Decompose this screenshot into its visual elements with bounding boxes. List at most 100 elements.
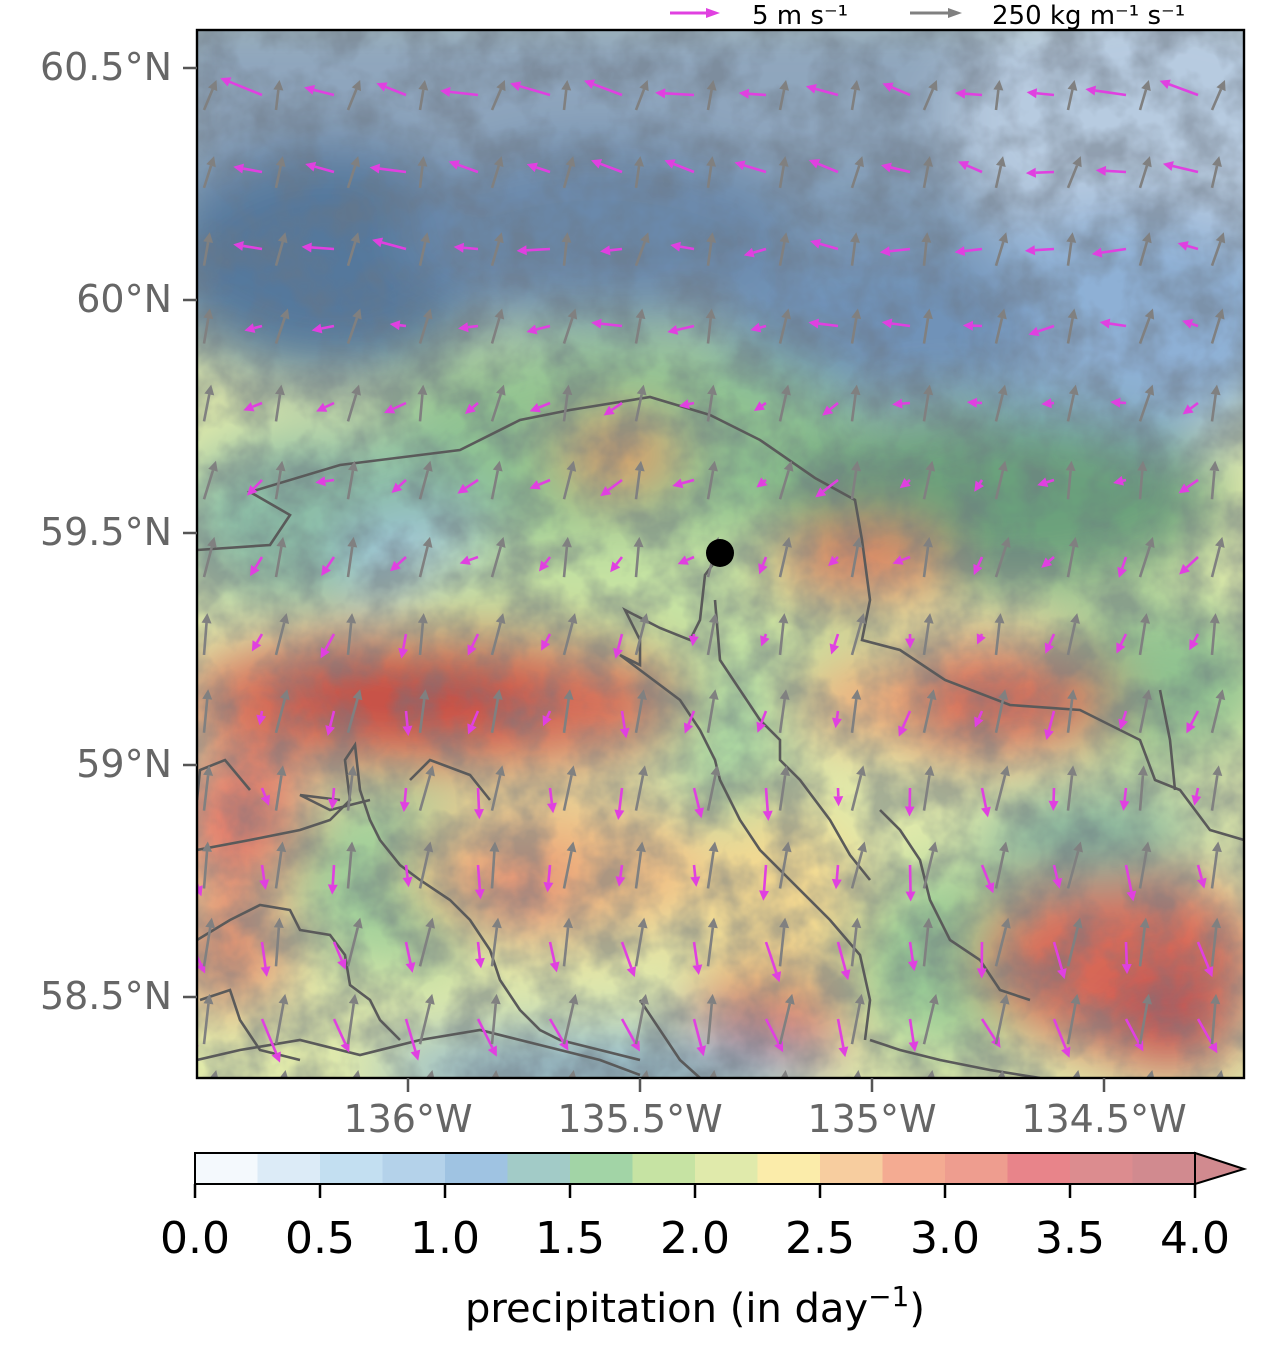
wind-arrow — [766, 1096, 784, 1140]
wind-arrow — [1028, 324, 1055, 337]
wind-arrow — [478, 1096, 499, 1140]
wind-arrow — [156, 164, 190, 174]
ivt-arrow — [1066, 536, 1079, 578]
wind-arrow — [758, 556, 768, 575]
ivt-arrow — [490, 308, 505, 344]
wind-arrow — [973, 556, 984, 576]
wind-arrow — [305, 161, 335, 174]
wind-arrow — [759, 864, 770, 901]
colorbar-label-close: ) — [909, 1286, 925, 1332]
ivt-arrow — [490, 613, 506, 656]
ivt-arrow — [634, 765, 648, 811]
ivt-arrow — [634, 841, 646, 889]
wind-arrow — [458, 322, 479, 333]
ivt-arrow — [706, 689, 719, 733]
ivt-arrow — [346, 613, 357, 656]
lon-label: 135°W — [807, 1097, 936, 1141]
ivt-arrow — [778, 993, 795, 1045]
wind-arrow — [677, 555, 695, 565]
colorbar-cell — [1132, 1153, 1196, 1184]
ivt-arrow — [1072, 1069, 1081, 1078]
ivt-arrow — [634, 993, 649, 1045]
ivt-arrow — [418, 765, 435, 811]
ivt-arrow — [1209, 460, 1220, 500]
ivt-arrow — [634, 232, 650, 267]
wind-arrow — [908, 1018, 919, 1052]
ivt-arrow — [1138, 308, 1155, 344]
wind-arrow — [976, 941, 987, 979]
wind-arrow — [1024, 245, 1055, 256]
ivt-arrow — [1138, 993, 1153, 1045]
ivt-arrow — [1210, 80, 1226, 111]
wind-arrow — [670, 241, 695, 252]
wind-arrow — [879, 246, 911, 257]
ivt-key-arrow-head — [948, 8, 962, 18]
ivt-arrow — [1137, 765, 1148, 811]
ivt-arrow — [346, 308, 362, 344]
wind-arrow — [762, 787, 773, 822]
colorbar-cell — [757, 1153, 821, 1184]
ivt-arrow — [274, 536, 287, 578]
ivt-arrow — [273, 917, 284, 967]
ivt-arrow — [705, 308, 716, 344]
wind-arrow — [600, 478, 623, 497]
wind-arrow — [690, 864, 701, 887]
ivt-arrow — [994, 232, 1009, 267]
ivt-arrow — [490, 993, 501, 1045]
coastlines — [197, 395, 1244, 1078]
wind-arrow — [260, 1018, 281, 1063]
ivt-arrow — [1138, 384, 1155, 422]
wind-arrow — [260, 941, 271, 977]
map-frame — [195, 28, 1246, 1080]
wind-arrow — [1119, 787, 1130, 811]
ivt-arrow — [778, 613, 789, 656]
ivt-arrow — [562, 841, 577, 889]
wind-arrow — [448, 160, 479, 174]
ivt-arrow — [346, 993, 359, 1045]
wind-arrow — [526, 162, 551, 174]
wind-arrow — [320, 633, 336, 659]
wind-arrow — [808, 159, 839, 174]
ivt-arrow — [778, 308, 792, 344]
wind-arrow — [389, 320, 407, 331]
wind-arrow — [260, 787, 270, 806]
wind-arrow — [898, 710, 912, 737]
ivt-arrow — [778, 536, 792, 578]
ivt-arrow — [418, 689, 430, 733]
wind-arrow — [1162, 161, 1199, 174]
wind-arrow — [464, 402, 479, 415]
ivt-arrow — [1210, 841, 1222, 889]
ivt-arrow — [706, 841, 719, 889]
wind-arrow — [369, 163, 407, 174]
ivt-arrow — [1066, 232, 1077, 266]
wind-arrow — [372, 237, 407, 251]
ivt-arrow — [561, 536, 572, 578]
ivt-arrow — [706, 232, 717, 266]
ivt-arrow — [709, 1069, 718, 1078]
wind-arrow — [828, 555, 839, 567]
wind-arrow — [1110, 397, 1127, 408]
ivt-arrow — [994, 460, 1008, 500]
colorbar-tick-label: 2.5 — [785, 1213, 855, 1264]
wind-arrow — [244, 323, 263, 333]
ivt-arrow — [490, 917, 502, 967]
vector-field — [156, 77, 1226, 1140]
wind-arrow — [688, 633, 699, 647]
ivt-arrow — [562, 460, 577, 500]
wind-arrow — [678, 399, 695, 410]
ivt-arrow — [922, 156, 933, 189]
ivt-arrow — [418, 80, 429, 111]
ivt-arrow — [274, 993, 289, 1045]
wind-arrow — [907, 941, 918, 972]
ivt-arrow — [418, 460, 433, 500]
wind-arrow — [1025, 167, 1055, 178]
wind-arrow — [1116, 633, 1128, 654]
wind-arrow — [831, 710, 842, 729]
ivt-arrow — [706, 156, 717, 189]
wind-arrow — [453, 242, 479, 253]
wind-arrow — [167, 480, 190, 491]
ivt-arrow — [346, 917, 363, 967]
ivt-arrow — [202, 993, 214, 1045]
ivt-arrow — [922, 460, 936, 500]
wind-arrow — [548, 1018, 569, 1051]
